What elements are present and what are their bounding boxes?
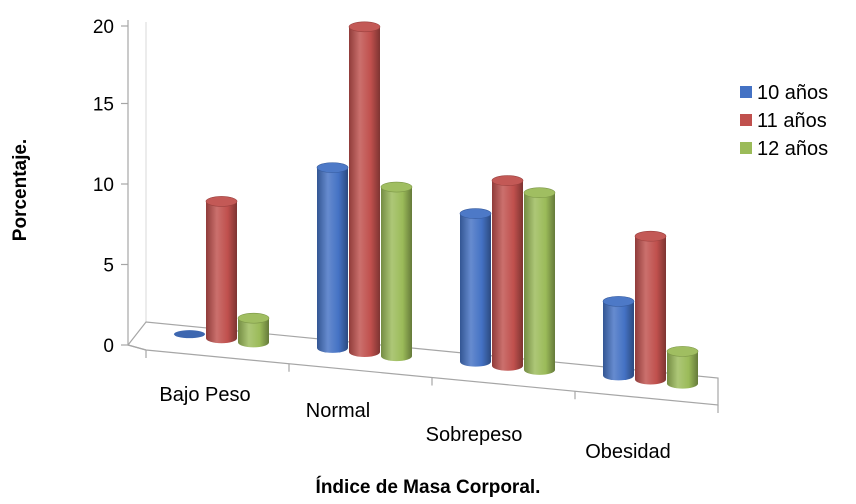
bar-sobrepeso-series-1 xyxy=(459,208,492,367)
y-tick-label: 5 xyxy=(103,256,114,277)
bar-cap xyxy=(380,181,413,193)
x-axis-categories: Bajo Peso Normal Sobrepeso Obesidad xyxy=(145,350,719,463)
bar-body xyxy=(206,201,237,344)
x-axis-title: Índice de Masa Corporal. xyxy=(316,476,541,498)
bar-body xyxy=(349,26,380,358)
bar-cap xyxy=(174,330,205,339)
bar-cap xyxy=(459,208,492,219)
bar-body xyxy=(635,236,666,385)
x-category-label: Normal xyxy=(306,400,370,422)
floor-plane xyxy=(126,321,719,406)
bars xyxy=(174,21,699,389)
bar-cap xyxy=(491,175,524,186)
bar-body xyxy=(667,351,698,389)
bar-cap xyxy=(666,346,699,357)
y-axis-line xyxy=(127,20,147,351)
y-tick-label: 20 xyxy=(93,17,114,38)
bar-body xyxy=(460,213,491,367)
x-category-label: Sobrepeso xyxy=(426,424,523,446)
legend-swatch xyxy=(740,86,752,98)
bar-body xyxy=(524,192,555,375)
bar-obesidad-series-3 xyxy=(666,346,699,389)
bar-cap xyxy=(237,312,270,324)
bar-body xyxy=(317,167,348,353)
x-category-label: Obesidad xyxy=(585,441,671,463)
y-axis-title: Porcentaje. xyxy=(10,139,31,241)
bar-normal-series-3 xyxy=(380,181,413,362)
legend-swatch xyxy=(740,142,752,154)
bar-cap xyxy=(348,21,381,33)
y-axis-ticks: 0 5 10 15 20 xyxy=(93,17,128,357)
y-tick-label: 10 xyxy=(93,175,114,196)
y-tick-label: 15 xyxy=(93,95,114,116)
bar-cap xyxy=(205,196,238,207)
bar-cap xyxy=(316,162,349,173)
bar-sobrepeso-series-2 xyxy=(491,175,524,371)
bar-cap xyxy=(523,187,556,199)
legend: 10 años 11 años 12 años xyxy=(740,82,828,160)
bar-body xyxy=(238,318,269,348)
bar-body xyxy=(492,180,523,371)
bar-cap xyxy=(634,230,667,242)
legend-label: 11 años xyxy=(757,110,827,132)
legend-label: 10 años xyxy=(757,82,828,104)
bar-normal-series-2 xyxy=(348,21,381,358)
legend-swatch xyxy=(740,114,752,126)
y-tick-label: 0 xyxy=(103,336,114,357)
bar-body xyxy=(603,301,634,381)
bar-body xyxy=(381,187,412,362)
bar-sobrepeso-series-3 xyxy=(523,187,556,375)
bar-bajo-peso-series-2 xyxy=(205,196,238,344)
legend-label: 12 años xyxy=(757,138,828,160)
x-category-label: Bajo Peso xyxy=(159,384,250,406)
bar-bajo-peso-series-1 xyxy=(174,330,205,339)
bar-bajo-peso-series-3 xyxy=(237,312,270,348)
bar-obesidad-series-2 xyxy=(634,230,667,385)
bar-obesidad-series-1 xyxy=(602,296,635,381)
bar-cap xyxy=(602,296,635,307)
bar-normal-series-1 xyxy=(316,162,349,353)
